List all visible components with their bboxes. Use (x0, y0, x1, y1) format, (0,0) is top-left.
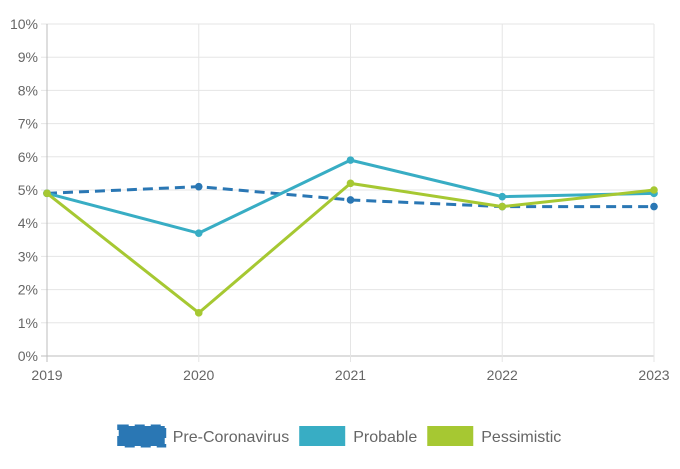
x-tick-label: 2021 (335, 367, 366, 383)
x-tick-label: 2019 (31, 367, 62, 383)
legend-item: Pessimistic (427, 426, 561, 446)
data-point (346, 156, 355, 164)
legend-item: Pre-Coronavirus (117, 424, 289, 448)
x-tick-label: 2022 (487, 367, 518, 383)
y-tick-label: 6% (18, 149, 38, 165)
data-point (498, 202, 507, 211)
data-point (194, 182, 203, 191)
y-tick-label: 1% (18, 315, 38, 331)
y-tick-label: 8% (18, 82, 38, 98)
legend-swatch (427, 426, 474, 446)
legend: Pre-Coronavirus Probable Pessimistic (117, 424, 561, 448)
y-tick-label: 2% (18, 282, 38, 298)
y-tick-label: 9% (18, 49, 38, 65)
data-point (346, 179, 355, 188)
legend-label: Pre-Coronavirus (173, 429, 289, 446)
data-point (43, 189, 51, 198)
legend-swatch (299, 426, 346, 446)
y-tick-label: 0% (18, 348, 38, 364)
legend-label: Pessimistic (481, 429, 561, 446)
x-tick-label: 2023 (638, 367, 669, 383)
y-tick-label: 10% (10, 16, 38, 32)
y-tick-label: 4% (18, 215, 38, 231)
data-point (194, 309, 203, 317)
data-point (650, 202, 658, 211)
y-tick-label: 3% (18, 248, 38, 264)
y-tick-label: 7% (18, 116, 38, 132)
legend-swatch (117, 424, 167, 448)
series-lines (43, 156, 658, 317)
x-tick-label: 2020 (183, 367, 214, 383)
grid (41, 23, 655, 362)
data-point (650, 186, 658, 194)
axes: 0% 1% 2% 3% 4% 5% 6% 7% 8% 9% 10% 2019 2020 2021 2022 2… (10, 16, 670, 383)
legend-label: Probable (353, 429, 417, 446)
legend-item: Probable (299, 426, 417, 446)
y-tick-label: 5% (18, 182, 38, 198)
data-point (498, 192, 507, 201)
data-point (194, 229, 203, 237)
data-point (346, 196, 355, 204)
